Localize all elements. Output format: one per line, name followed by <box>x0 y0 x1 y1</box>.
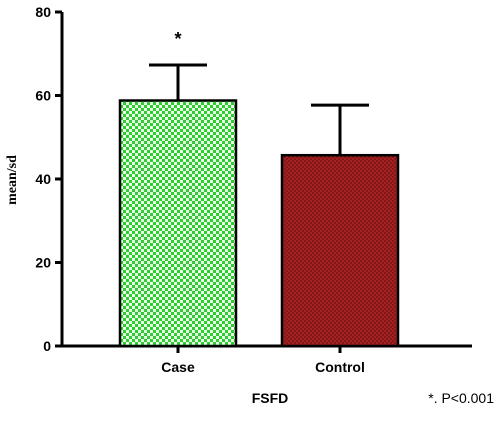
y-tick-label: 80 <box>35 4 51 20</box>
bar-case <box>118 99 238 348</box>
y-tick-label: 40 <box>35 171 51 187</box>
significance-marker: * <box>174 29 181 49</box>
y-axis-label: mean/sd <box>5 155 20 205</box>
bar-control <box>280 153 400 348</box>
x-tick-label-control: Control <box>315 359 365 375</box>
y-tick-label: 0 <box>43 338 51 354</box>
x-tick-label-case: Case <box>161 359 195 375</box>
y-tick-label: 20 <box>35 255 51 271</box>
y-tick-label: 60 <box>35 88 51 104</box>
x-axis-label: FSFD <box>252 390 289 406</box>
footnote-significance: *. P<0.001 <box>428 390 494 406</box>
plot-area: 0 20 40 60 80 Case * Control <box>35 4 472 375</box>
